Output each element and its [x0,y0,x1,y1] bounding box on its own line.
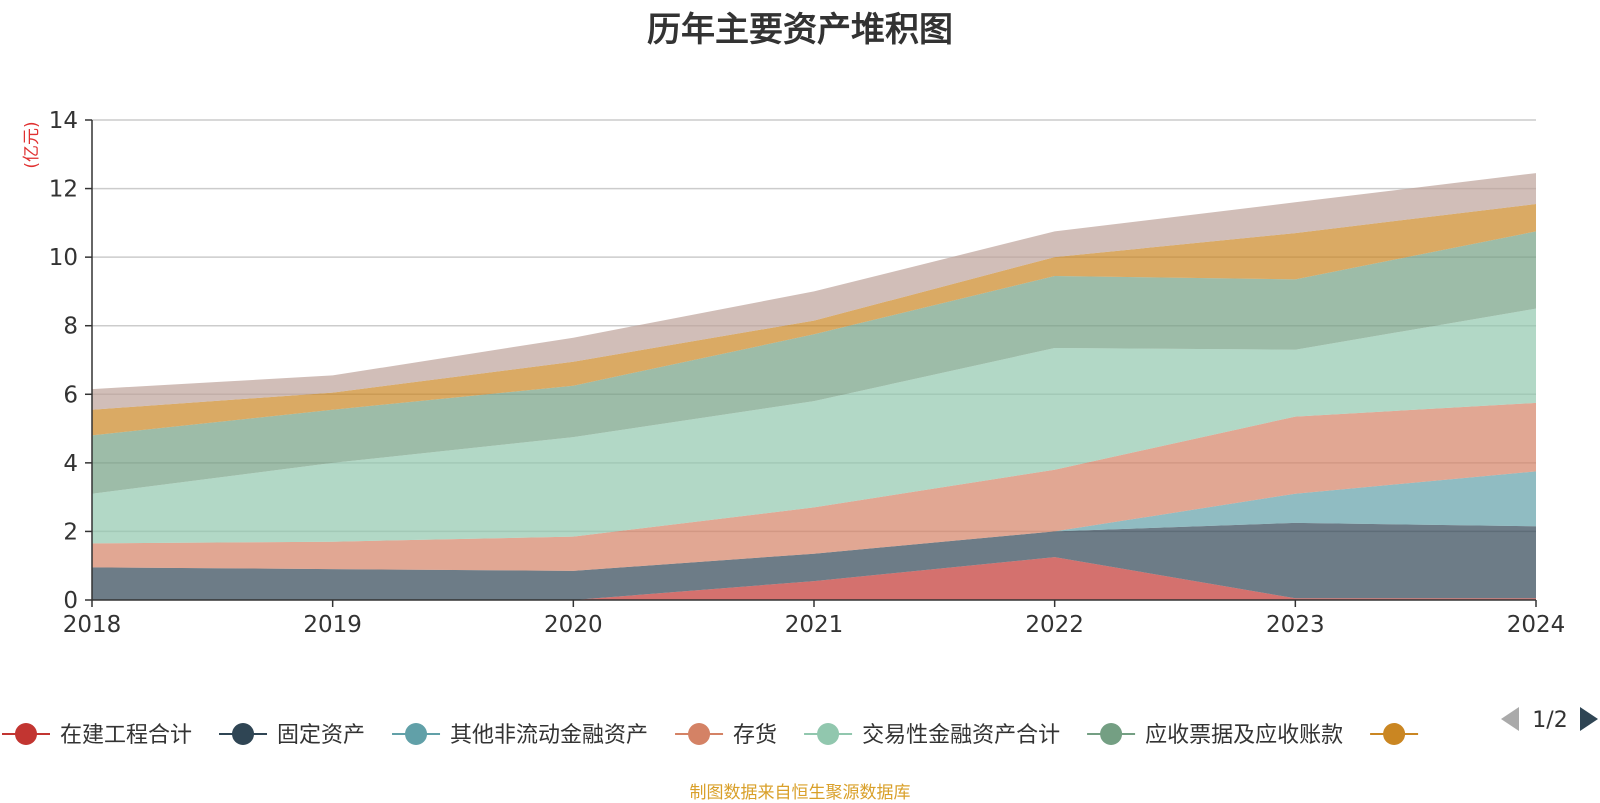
x-tick-label: 2019 [303,612,362,638]
area-series [92,308,1536,544]
stacked-areas [92,173,1536,600]
legend-marker-icon [405,723,428,745]
y-axis-title: (亿元) [22,121,42,168]
y-tick-label: 6 [63,382,78,408]
x-tick-label: 2021 [785,612,844,638]
legend-item[interactable]: 应收票据及应收账款 [1087,723,1343,748]
y-tick-label: 4 [63,451,78,477]
x-tick-labels: 2018 2019 2020 2021 2022 2023 2024 [63,600,1566,638]
x-tick-label: 2018 [63,612,122,638]
x-tick-label: 2024 [1507,612,1566,638]
legend-marker-icon [232,723,255,745]
legend-item[interactable]: 在建工程合计 [2,723,192,748]
legend-item[interactable]: 存货 [675,723,777,748]
chart-title: 历年主要资产堆积图 [647,10,953,50]
legend-label: 存货 [733,723,777,748]
area-series [92,471,1536,571]
legend-label: 应收票据及应收账款 [1145,723,1343,748]
y-tick-label: 2 [63,519,78,545]
y-tick-label: 14 [49,108,78,134]
legend-item[interactable] [1370,723,1419,745]
legend-marker-icon [817,723,840,745]
area-series [92,231,1536,494]
legend-next-arrow-icon[interactable] [1580,707,1598,731]
y-tick-label: 12 [49,177,78,203]
area-series [92,557,1536,600]
legend-item[interactable]: 交易性金融资产合计 [804,723,1060,748]
x-tick-label: 2022 [1025,612,1084,638]
legend-marker-icon [1383,723,1406,745]
area-series [92,522,1536,600]
x-tick-label: 2023 [1266,612,1325,638]
legend-label: 交易性金融资产合计 [862,723,1060,748]
area-series [92,173,1536,410]
legend-marker-icon [15,723,37,745]
x-tick-label: 2020 [544,612,603,638]
legend-marker-icon [688,723,711,745]
area-series [92,402,1536,571]
y-tick-label: 8 [63,314,78,340]
legend-marker-icon [1100,723,1123,745]
y-tick-label: 10 [49,245,78,271]
y-tick-label: 0 [63,588,78,614]
legend-pager: 1/2 [1501,707,1598,733]
legend-item[interactable]: 其他非流动金融资产 [392,723,648,748]
legend-prev-arrow-icon[interactable] [1501,707,1519,731]
legend-label: 在建工程合计 [60,723,192,748]
y-tick-labels: 0 2 4 6 8 10 12 14 [49,108,78,614]
legend-item[interactable]: 固定资产 [219,723,365,748]
legend-page-label: 1/2 [1532,708,1567,733]
legend-label: 其他非流动金融资产 [450,723,648,748]
source-note: 制图数据来自恒生聚源数据库 [689,783,911,803]
area-series [92,204,1536,436]
legend-label: 固定资产 [277,723,365,748]
legend: 在建工程合计 固定资产 其他非流动金融资产 存货 交易性金融资产合计 应收票据及应收账款 [2,723,1419,748]
